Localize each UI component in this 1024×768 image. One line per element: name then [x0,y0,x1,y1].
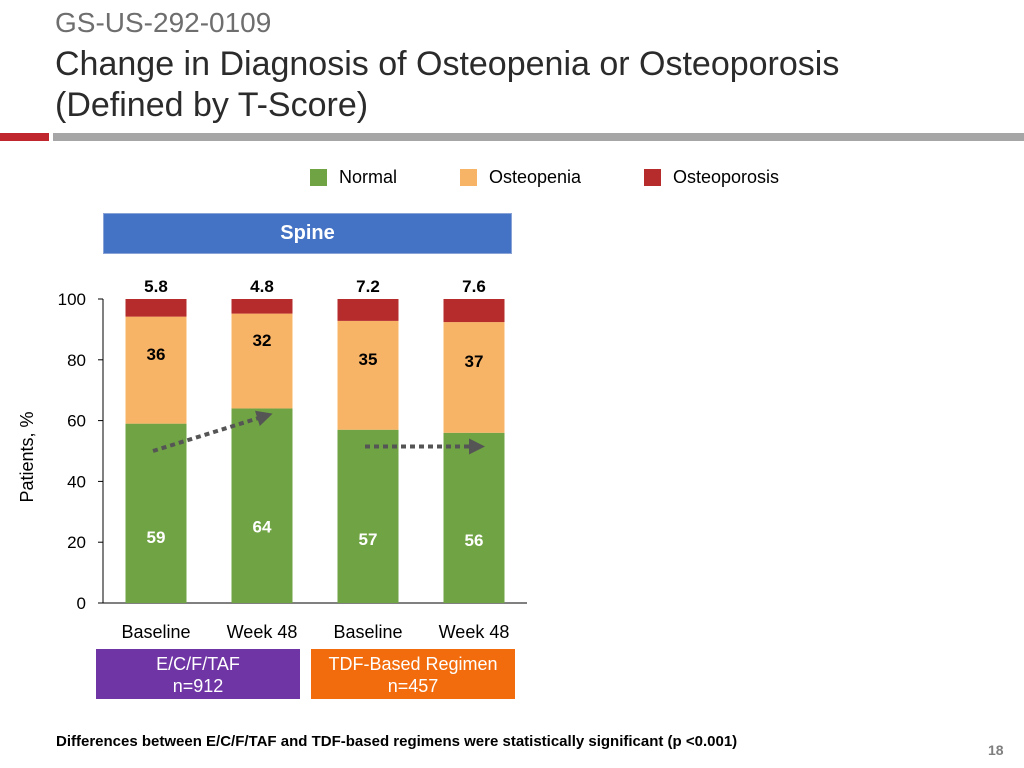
x-tick-label: Week 48 [439,622,510,642]
legend-osteoporosis-label: Osteoporosis [673,166,780,187]
legend-normal-swatch [310,168,327,186]
legend-osteopenia-swatch [460,168,477,186]
bar-segment-normal [125,423,187,603]
legend-osteoporosis-swatch [644,168,661,186]
slide-title: Change in Diagnosis of Osteopenia or Ost… [55,44,955,126]
slide-title-line2: (Defined by T-Score) [55,86,369,124]
slide-title-line1: Change in Diagnosis of Osteopenia or Ost… [55,45,840,83]
footnote: Differences between E/C/F/TAF and TDF-ba… [56,733,738,750]
legend-osteopenia-label: Osteopenia [489,166,582,187]
group-label-tdf: TDF-Based Regimen n=457 [311,649,515,699]
data-label-osteoporosis: 7.6 [462,277,486,296]
page-number: 18 [988,742,1004,758]
group-n: n=912 [172,676,224,696]
group-label-ecftaf: E/C/F/TAF n=912 [96,649,300,699]
data-label-osteopenia: 37 [465,352,484,371]
data-label-osteopenia: 36 [147,345,166,364]
y-tick-label: 100 [58,290,86,309]
bar-segment-osteoporosis [337,299,399,321]
title-rule-accent [0,133,49,141]
data-label-normal: 59 [147,528,166,547]
y-axis-title: Patients, % [17,411,37,502]
bar-segment-osteopenia [231,313,293,409]
x-tick-label: Baseline [333,622,402,642]
data-label-osteopenia: 32 [253,331,272,350]
data-label-normal: 64 [253,518,272,537]
trend-arrow [152,410,273,453]
data-label-osteoporosis: 5.8 [144,277,168,296]
bar-segment-normal [443,432,505,603]
y-tick-label: 0 [77,594,86,613]
legend-osteopenia: Osteopenia [460,166,581,188]
legend-normal: Normal [310,166,397,188]
bar-segment-normal [231,408,293,603]
y-tick-label: 60 [67,412,86,431]
group-name: TDF-Based Regimen [328,654,498,674]
x-tick-label: Baseline [121,622,190,642]
bar-segment-osteoporosis [443,299,505,323]
group-n: n=457 [387,676,439,696]
x-tick-label: Week 48 [227,622,298,642]
data-label-normal: 57 [359,530,378,549]
study-id: GS-US-292-0109 [55,7,272,38]
bar-segment-osteoporosis [231,299,293,314]
y-tick-label: 40 [67,472,86,491]
panel-label-spine: Spine [103,213,512,254]
data-label-normal: 56 [465,531,484,550]
bar-segment-osteopenia [337,320,399,430]
bar-segment-normal [337,429,399,603]
data-label-osteopenia: 35 [359,350,378,369]
data-label-osteoporosis: 7.2 [356,277,380,296]
bar-segment-osteoporosis [125,299,187,317]
y-tick-label: 20 [67,533,86,552]
title-rule [53,133,1024,141]
bar-segment-osteopenia [125,316,187,424]
legend-normal-label: Normal [339,166,398,187]
legend-osteoporosis: Osteoporosis [644,166,779,188]
y-tick-label: 80 [67,351,86,370]
data-label-osteoporosis: 4.8 [250,277,274,296]
bar-segment-osteopenia [443,322,505,433]
group-name: E/C/F/TAF [156,654,240,674]
